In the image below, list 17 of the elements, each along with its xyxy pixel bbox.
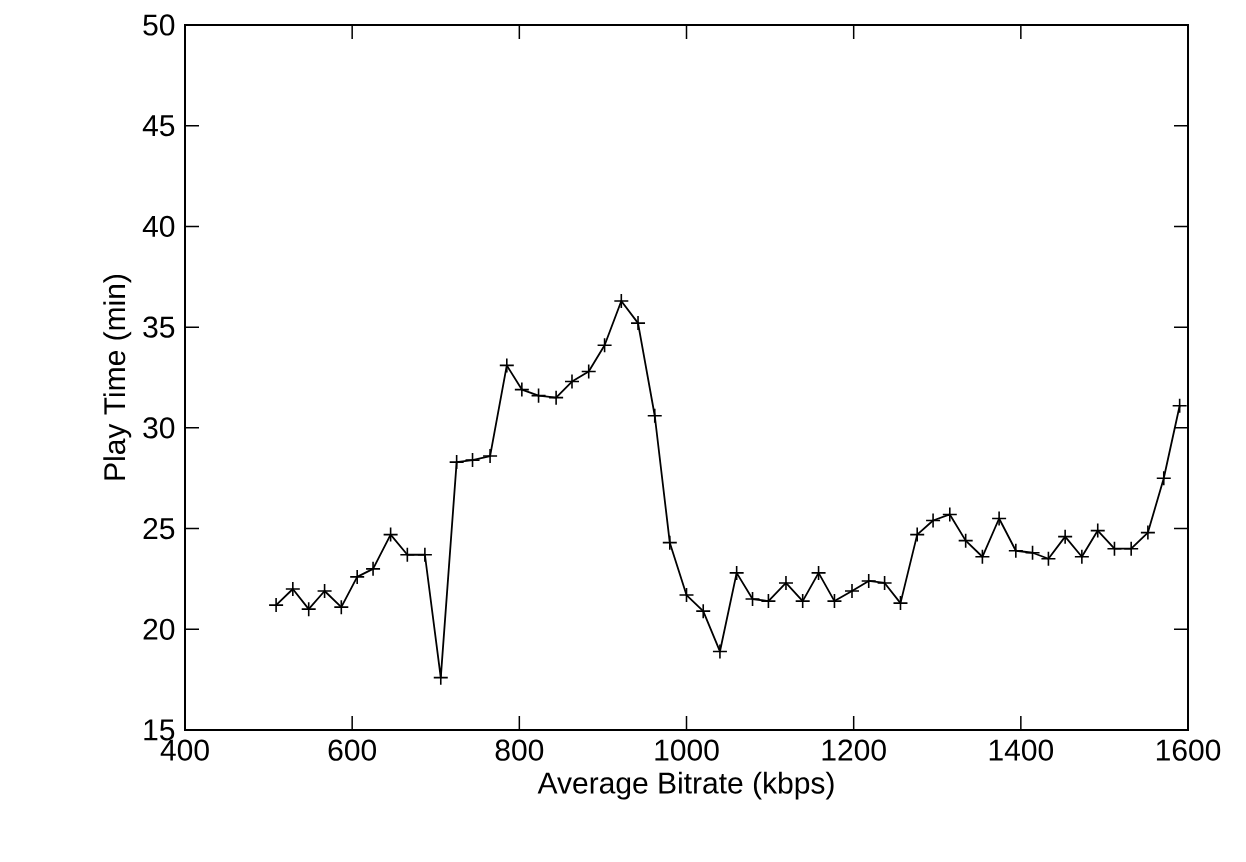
- y-tick-label: 30: [143, 417, 175, 439]
- y-tick-label: 45: [142, 115, 175, 137]
- y-tick-label: 35: [143, 316, 175, 338]
- y-tick-label: 15: [144, 719, 175, 741]
- x-tick-label: 1600: [1156, 739, 1221, 761]
- x-tick-label: 1400: [989, 739, 1054, 761]
- x-tick-label: 1000: [655, 739, 719, 761]
- y-tick-label: 20: [143, 618, 175, 640]
- y-tick-label: 50: [143, 14, 175, 36]
- x-tick-label: 800: [495, 739, 544, 761]
- x-tick-label: 1200: [822, 739, 886, 761]
- y-tick-label: 40: [142, 215, 175, 238]
- y-tick-label: 25: [143, 517, 175, 540]
- x-tick-label: 400: [160, 739, 209, 761]
- x-tick-label: 600: [328, 739, 377, 761]
- y-axis-title: Play Time (min): [103, 274, 132, 480]
- x-axis-title: Average Bitrate (kbps): [537, 771, 834, 800]
